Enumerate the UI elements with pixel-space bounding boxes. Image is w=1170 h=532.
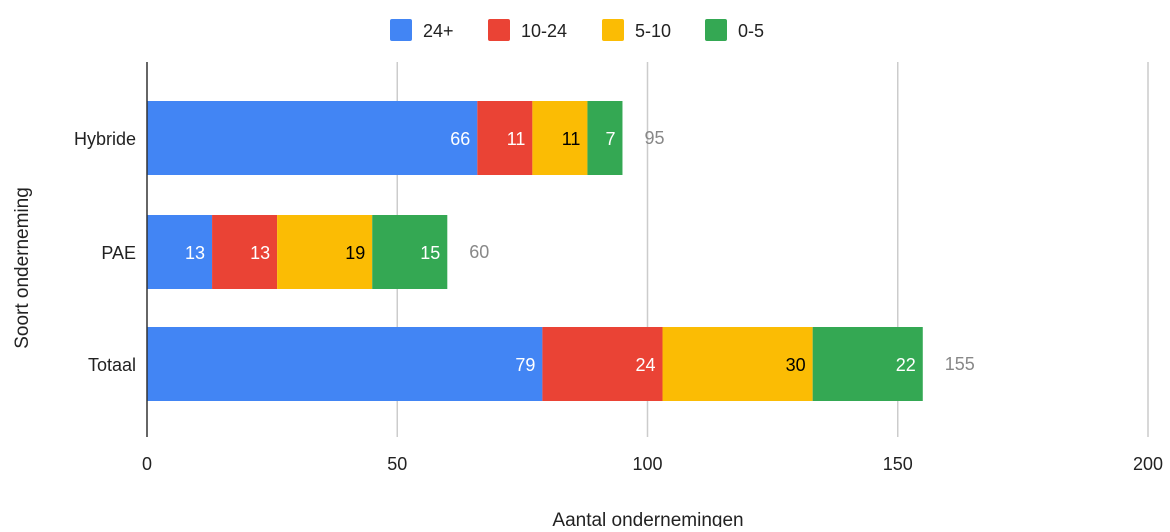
total-label: 155 xyxy=(945,354,975,374)
y-tick-label: Totaal xyxy=(88,355,136,375)
data-label: 11 xyxy=(507,129,526,149)
x-tick-label: 0 xyxy=(142,454,152,474)
data-label: 66 xyxy=(450,129,470,149)
legend-label: 10-24 xyxy=(521,21,567,41)
data-label: 19 xyxy=(345,243,365,263)
x-tick-label: 50 xyxy=(387,454,407,474)
data-labels: 66 11 11 7 95 13 13 19 15 60 79 24 30 22 155 xyxy=(185,128,975,375)
legend-swatch xyxy=(488,19,510,41)
data-label: 22 xyxy=(896,355,916,375)
y-tick-label: Hybride xyxy=(74,129,136,149)
x-tick-label: 150 xyxy=(883,454,913,474)
x-axis-title: Aantal ondernemingen xyxy=(552,510,743,527)
data-label: 7 xyxy=(605,129,615,149)
x-tick-label: 100 xyxy=(632,454,662,474)
bar-segment xyxy=(212,215,278,289)
bar-segment xyxy=(372,215,448,289)
bar-segment xyxy=(532,101,588,175)
bar-segment xyxy=(477,101,533,175)
legend-label: 0-5 xyxy=(738,21,764,41)
bar-segment xyxy=(812,327,923,401)
data-label: 30 xyxy=(786,355,806,375)
legend-label: 5-10 xyxy=(635,21,671,41)
total-label: 60 xyxy=(469,242,489,262)
data-label: 11 xyxy=(562,129,581,149)
legend-swatch xyxy=(705,19,727,41)
bar-segment xyxy=(147,327,543,401)
axes: 0 50 100 150 200 Hybride PAE Totaal xyxy=(74,62,1163,474)
total-label: 95 xyxy=(644,128,664,148)
bar-segment xyxy=(587,101,623,175)
bars xyxy=(147,101,923,401)
legend-swatch xyxy=(390,19,412,41)
legend: 24+ 10-24 5-10 0-5 xyxy=(390,19,764,41)
y-tick-label: PAE xyxy=(101,243,136,263)
legend-swatch xyxy=(602,19,624,41)
bar-segment xyxy=(147,215,213,289)
bar-segment xyxy=(277,215,373,289)
data-label: 79 xyxy=(515,355,535,375)
data-label: 13 xyxy=(185,243,205,263)
bar-segment xyxy=(662,327,813,401)
legend-label: 24+ xyxy=(423,21,454,41)
data-label: 13 xyxy=(250,243,270,263)
y-axis-title: Soort onderneming xyxy=(12,187,33,349)
data-label: 15 xyxy=(420,243,440,263)
data-label: 24 xyxy=(635,355,655,375)
bar-segment xyxy=(542,327,663,401)
bar-segment xyxy=(147,101,478,175)
x-tick-label: 200 xyxy=(1133,454,1163,474)
